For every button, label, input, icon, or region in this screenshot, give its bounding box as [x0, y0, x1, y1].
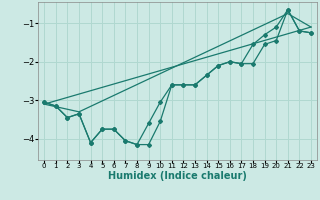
X-axis label: Humidex (Indice chaleur): Humidex (Indice chaleur): [108, 171, 247, 181]
